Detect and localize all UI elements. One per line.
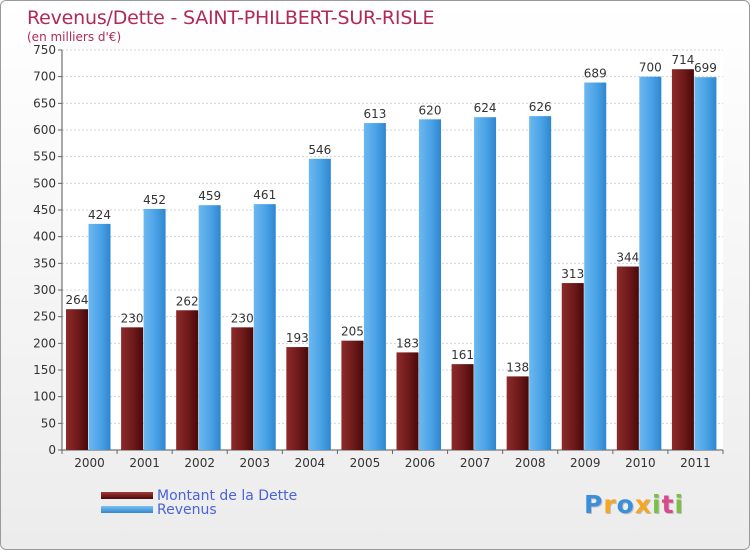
x-tick-label: 2009 <box>570 456 601 470</box>
x-tick-label: 2010 <box>625 456 656 470</box>
data-label-debt: 313 <box>561 267 584 281</box>
y-tick-label: 50 <box>41 416 56 430</box>
bar-revenue <box>88 223 111 450</box>
data-label-revenue: 546 <box>308 143 331 157</box>
data-label-debt: 230 <box>121 311 144 325</box>
y-tick-label: 200 <box>33 336 56 350</box>
legend-swatch-debt <box>101 492 153 499</box>
bar-debt <box>341 340 364 450</box>
bar-revenue <box>363 123 386 451</box>
logo-letter: P <box>584 490 604 519</box>
x-tick-label: 2007 <box>460 456 491 470</box>
x-tick-label: 2000 <box>74 456 105 470</box>
y-tick-label: 750 <box>33 43 56 57</box>
bar-revenue <box>529 116 552 450</box>
bar-revenue <box>584 82 607 451</box>
logo-letter: i <box>674 490 685 519</box>
data-label-revenue: 461 <box>253 188 276 202</box>
bar-revenue <box>694 77 717 450</box>
logo-letter: r <box>603 490 617 519</box>
y-tick-label: 400 <box>33 230 56 244</box>
legend-label-revenue: Revenus <box>157 501 217 518</box>
y-tick-label: 300 <box>33 283 56 297</box>
proxiti-logo: Proxiti <box>584 490 684 519</box>
bar-debt <box>671 69 694 450</box>
y-tick-label: 700 <box>33 70 56 84</box>
x-tick-label: 2005 <box>350 456 381 470</box>
y-tick-label: 450 <box>33 203 56 217</box>
y-tick-label: 100 <box>33 390 56 404</box>
data-label-revenue: 459 <box>198 189 221 203</box>
bar-revenue <box>143 208 166 450</box>
data-label-revenue: 700 <box>639 61 662 75</box>
bar-debt <box>396 352 419 450</box>
bar-debt <box>121 327 144 450</box>
data-label-debt: 264 <box>66 293 89 307</box>
logo-letter: i <box>652 490 662 519</box>
chart-subtitle: (en milliers d'€) <box>27 30 122 44</box>
data-label-debt: 344 <box>616 251 639 265</box>
y-tick-label: 500 <box>33 176 56 190</box>
data-label-revenue: 424 <box>88 208 111 222</box>
x-tick-label: 2003 <box>240 456 271 470</box>
data-label-debt: 262 <box>176 294 199 308</box>
y-tick-label: 550 <box>33 150 56 164</box>
legend-item-debt: Montant de la Dette <box>101 487 298 504</box>
data-label-debt: 205 <box>341 325 364 339</box>
bar-revenue <box>419 119 441 450</box>
bar-debt <box>286 347 309 450</box>
logo-letter: x <box>634 490 652 519</box>
bar-debt <box>176 310 199 450</box>
logo-letter: t <box>661 490 675 519</box>
data-label-revenue: 626 <box>529 100 552 114</box>
data-label-revenue: 620 <box>419 103 442 117</box>
data-label-revenue: 699 <box>694 61 717 75</box>
data-label-revenue: 452 <box>143 193 166 207</box>
bar-debt <box>66 309 88 450</box>
logo-letter: o <box>616 490 635 519</box>
y-tick-label: 350 <box>33 256 56 270</box>
chart-title: Revenus/Dette - SAINT-PHILBERT-SUR-RISLE <box>27 7 435 29</box>
bar-debt <box>561 283 584 450</box>
legend-item-revenue: Revenus <box>101 501 217 518</box>
bar-revenue <box>639 76 662 451</box>
data-label-debt: 230 <box>231 311 254 325</box>
legend-swatch-revenue <box>101 506 153 513</box>
bar-debt <box>506 376 529 450</box>
bar-revenue <box>198 205 221 450</box>
data-label-debt: 161 <box>451 348 474 362</box>
x-tick-label: 2001 <box>129 456 160 470</box>
y-tick-label: 0 <box>48 443 56 457</box>
y-tick-label: 600 <box>33 123 56 137</box>
bar-revenue <box>474 117 497 450</box>
data-label-debt: 138 <box>506 360 529 374</box>
data-label-revenue: 624 <box>474 101 497 115</box>
plot-area <box>62 50 723 450</box>
data-label-debt: 183 <box>396 336 419 350</box>
y-tick-label: 250 <box>33 310 56 324</box>
x-tick-label: 2006 <box>405 456 436 470</box>
x-tick-label: 2002 <box>184 456 215 470</box>
y-tick-label: 150 <box>33 363 56 377</box>
data-label-revenue: 613 <box>363 107 386 121</box>
bar-debt <box>231 327 254 450</box>
y-tick-label: 650 <box>33 96 56 110</box>
x-tick-label: 2011 <box>680 456 711 470</box>
data-label-revenue: 689 <box>584 67 607 81</box>
data-label-debt: 714 <box>671 53 694 67</box>
x-tick-label: 2008 <box>515 456 546 470</box>
x-tick-label: 2004 <box>295 456 326 470</box>
bar-revenue <box>253 204 276 450</box>
data-label-debt: 193 <box>286 331 309 345</box>
bar-debt <box>616 266 639 450</box>
bar-revenue <box>308 158 331 451</box>
legend-label-debt: Montant de la Dette <box>157 487 298 504</box>
bar-debt <box>451 364 474 450</box>
